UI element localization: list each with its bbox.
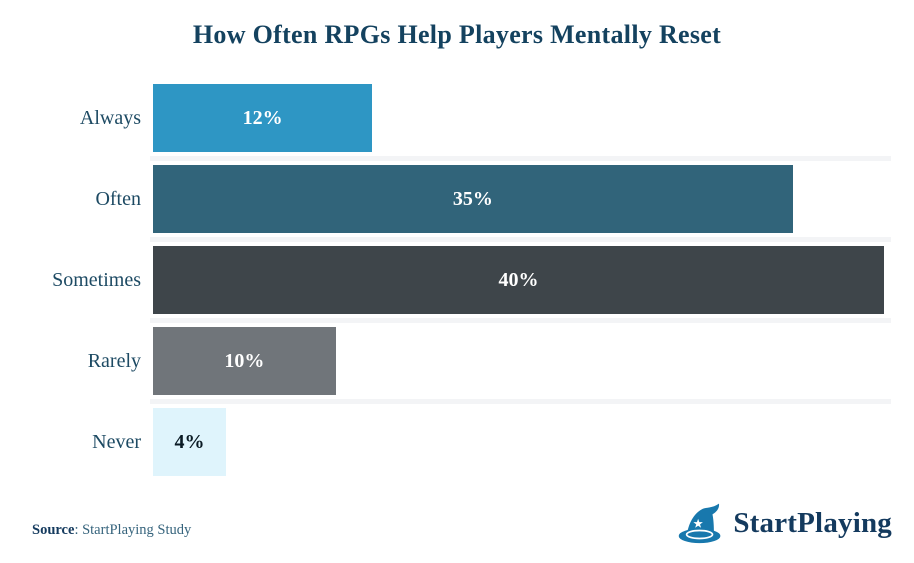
- bar: 10%: [153, 327, 336, 395]
- bar-chart: Always 12% Often 35% Sometimes 40% Rarel…: [0, 84, 891, 476]
- bar-track: 40%: [153, 246, 891, 314]
- row-separator: [150, 318, 891, 323]
- bar-row: Sometimes 40%: [0, 246, 891, 314]
- source-text: : StartPlaying Study: [74, 522, 192, 538]
- category-label: Rarely: [87, 350, 141, 372]
- category-label: Sometimes: [52, 269, 141, 291]
- chart-title: How Often RPGs Help Players Mentally Res…: [192, 20, 722, 49]
- category-label: Always: [79, 107, 141, 129]
- row-separator: [150, 156, 891, 161]
- brand-name: StartPlaying: [733, 506, 892, 539]
- brand-logo: StartPlaying: [678, 501, 892, 545]
- bar-track: 4%: [153, 408, 891, 476]
- source-note: Source: StartPlaying Study: [32, 522, 191, 539]
- bar-track: 10%: [153, 327, 891, 395]
- category-label: Often: [95, 188, 141, 210]
- value-label: 35%: [452, 187, 493, 210]
- bar-row: Often 35%: [0, 165, 891, 233]
- bar: 4%: [153, 408, 227, 476]
- wizard-hat-icon: [678, 501, 724, 545]
- value-label: 40%: [498, 268, 539, 291]
- bar: 35%: [153, 165, 793, 233]
- row-separator: [150, 399, 891, 404]
- category-label: Never: [92, 431, 141, 453]
- bar: 12%: [153, 84, 373, 152]
- bar-track: 35%: [153, 165, 891, 233]
- bar-row: Always 12%: [0, 84, 891, 152]
- value-label: 12%: [242, 106, 283, 129]
- row-separator: [150, 237, 891, 242]
- source-label: Source: [32, 522, 75, 538]
- value-label: 10%: [224, 349, 265, 372]
- bar-row: Never 4%: [0, 408, 891, 476]
- bar: 40%: [153, 246, 884, 314]
- value-label: 4%: [174, 430, 205, 453]
- bar-row: Rarely 10%: [0, 327, 891, 395]
- bar-track: 12%: [153, 84, 891, 152]
